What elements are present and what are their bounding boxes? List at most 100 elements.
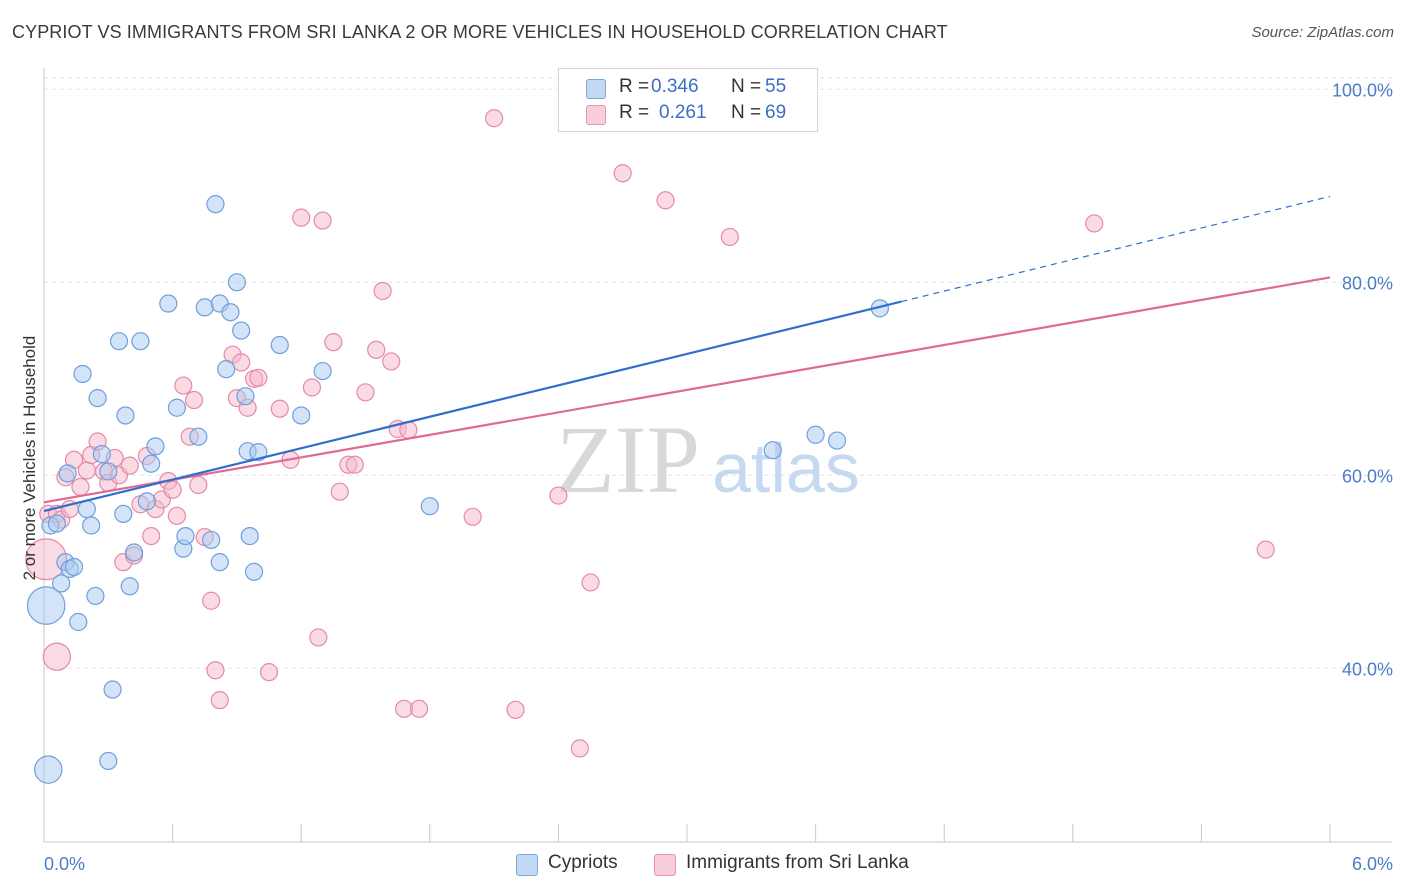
cypriots-point (270, 335, 289, 355)
legend-swatch-cypriots (586, 79, 606, 99)
cypriots-point (64, 557, 84, 577)
y-tick-label: 80.0% (1342, 273, 1393, 293)
cypriots-point (146, 437, 165, 456)
legend-r-label: R = (619, 76, 650, 97)
cypriots-point (249, 443, 268, 462)
sri-lanka-point (189, 475, 208, 495)
cypriots-point (313, 361, 332, 381)
cypriots-point (217, 360, 236, 379)
sri-lanka-point (174, 376, 193, 395)
cypriots-point (82, 516, 101, 535)
sri-lanka-point (71, 477, 90, 496)
cypriots-point (73, 364, 92, 384)
cypriots-point (52, 574, 71, 593)
sri-lanka-point (1256, 540, 1275, 559)
tick-labels: 40.0% 60.0% 80.0% 100.0% 0.0% 6.0% (44, 80, 1393, 874)
cypriots-point (120, 577, 139, 596)
sri-lanka-point (345, 455, 364, 474)
sri-lanka-point (249, 368, 268, 387)
sri-lanka-point (292, 208, 311, 227)
cypriots-point (69, 612, 88, 632)
sri-lanka-point (324, 333, 343, 352)
watermark: ZIP atlas (556, 406, 860, 513)
cypriots-point (167, 398, 186, 417)
sri-lanka-point (202, 591, 221, 610)
sri-lanka-point (330, 482, 349, 501)
sri-lanka-point (210, 691, 229, 710)
cypriots-point (88, 389, 107, 408)
sri-lanka-point (309, 628, 328, 647)
x-tick-label: 6.0% (1352, 854, 1393, 874)
y-tick-label: 60.0% (1342, 466, 1393, 486)
cypriots-point (244, 562, 264, 581)
bottom-legend-swatch-sri-lanka (654, 854, 676, 876)
cypriots-point (99, 751, 118, 771)
y-axis-label: 2 or more Vehicles in Household (20, 336, 39, 581)
sri-lanka-point (206, 661, 225, 680)
cypriots-point (827, 431, 847, 450)
y-tick-label: 100.0% (1332, 80, 1393, 100)
cypriots-point (124, 543, 144, 562)
gridlines (44, 77, 1392, 669)
cypriots-point (47, 514, 66, 533)
sri-lanka-point (42, 642, 72, 671)
cypriots-point (34, 755, 63, 784)
trend-line-cypriots (43, 300, 902, 513)
sri-lanka-point (570, 739, 589, 758)
sri-lanka-point (142, 526, 161, 546)
correlation-legend: R = 0.346 N = 55 R = 0.261 N = 69 (558, 68, 818, 132)
cypriots-point (236, 387, 255, 406)
cypriots-point (26, 586, 66, 625)
sri-lanka-point (120, 456, 139, 475)
cypriots-point (292, 406, 311, 425)
sri-lanka-point (373, 281, 392, 301)
sri-lanka-point (549, 486, 568, 505)
trend-line-cypriots-extension (901, 195, 1331, 303)
x-tick-label: 0.0% (44, 854, 85, 874)
cypriots-point (58, 464, 77, 483)
sri-lanka-point (485, 109, 504, 128)
axes (43, 68, 1392, 843)
legend-swatch-sri-lanka (586, 105, 606, 125)
cypriots-point (420, 497, 439, 516)
legend-n-label: N = (731, 76, 762, 97)
sri-lanka-point (367, 340, 386, 359)
cypriots-point (206, 195, 225, 214)
cypriots-point (137, 492, 156, 511)
sri-lanka-point (581, 573, 600, 592)
legend-r-value: 0.261 (659, 102, 707, 123)
cypriots-point (763, 441, 782, 460)
cypriots-point (221, 303, 240, 322)
cypriots-point (92, 444, 111, 464)
sri-lanka-point (163, 480, 182, 499)
chart-title: CYPRIOT VS IMMIGRANTS FROM SRI LANKA 2 O… (12, 22, 948, 42)
sri-lanka-point (184, 390, 204, 410)
bottom-legend-label-cypriots: Cypriots (548, 852, 618, 873)
sri-lanka-point (720, 227, 739, 247)
sri-lanka-point (270, 399, 289, 418)
legend-n-value: 69 (765, 102, 787, 123)
cypriots-point (131, 332, 150, 351)
sri-lanka-point (259, 663, 279, 682)
sri-lanka-point (356, 383, 375, 402)
cypriots-point (189, 427, 208, 446)
trend-line-sri-lanka (43, 276, 1331, 504)
bottom-legend-swatch-cypriots (516, 854, 538, 876)
cypriots-point (116, 406, 135, 425)
cypriots-point (240, 526, 259, 546)
legend-r-value: 0.346 (651, 76, 699, 97)
series-cypriots-points (26, 195, 890, 784)
cypriots-point (77, 499, 96, 519)
sri-lanka-point (77, 461, 96, 480)
trend-lines (43, 195, 1331, 513)
sri-lanka-point (232, 353, 251, 372)
cypriots-point (103, 680, 122, 699)
cypriots-point (109, 332, 129, 351)
cypriots-point (159, 294, 178, 313)
sri-lanka-point (656, 191, 675, 210)
sri-lanka-point (167, 506, 186, 525)
cypriots-point (202, 530, 221, 550)
sri-lanka-point (613, 164, 632, 183)
sri-lanka-point (506, 700, 525, 719)
